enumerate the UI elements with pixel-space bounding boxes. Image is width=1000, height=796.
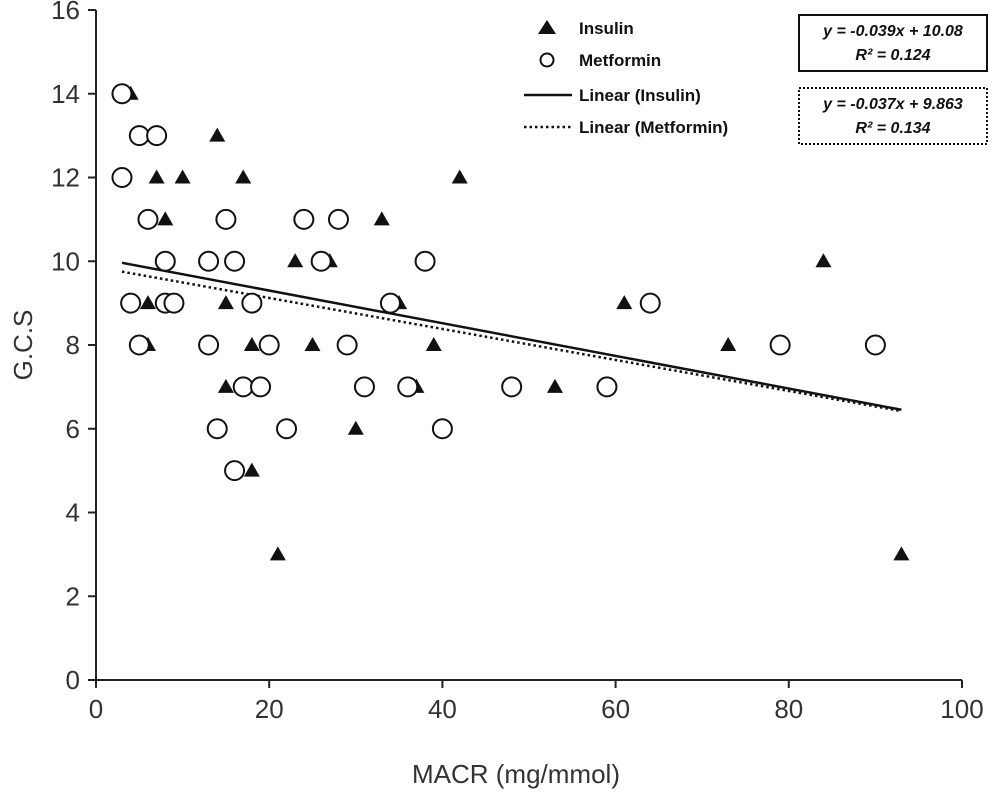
insulin-point [139, 295, 156, 310]
x-axis-title: MACR (mg/mmol) [412, 759, 620, 789]
metformin-equation: y = -0.037x + 9.863 [822, 96, 963, 113]
y-tick-label: 0 [66, 665, 80, 695]
y-axis-title: G.C.S [8, 310, 38, 381]
legend-linear-metformin-label: Linear (Metformin) [579, 118, 728, 137]
legend-metformin-label: Metformin [579, 51, 661, 70]
insulin-point [217, 378, 234, 393]
insulin-point [893, 546, 910, 561]
metformin-point [258, 334, 280, 356]
legend-insulin-label: Insulin [579, 19, 634, 38]
metformin-point [414, 250, 436, 272]
insulin-point [616, 295, 633, 310]
metformin-point [250, 376, 272, 398]
y-tick-label: 8 [66, 330, 80, 360]
metformin-point [111, 83, 133, 105]
metformin-point [163, 292, 185, 314]
insulin-point [269, 546, 286, 561]
metformin-point [206, 418, 228, 440]
metformin-point [310, 250, 332, 272]
insulin-point [546, 378, 563, 393]
metformin-point [120, 292, 142, 314]
y-tick-label: 4 [66, 498, 80, 528]
insulin-point [373, 211, 390, 226]
insulin-point [235, 169, 252, 184]
metformin-point [596, 376, 618, 398]
insulin-point [347, 420, 364, 435]
y-tick-label: 14 [51, 79, 80, 109]
insulin-point [174, 169, 191, 184]
insulin-point [243, 462, 260, 477]
metformin-point [224, 460, 246, 482]
y-tick-label: 12 [51, 163, 80, 193]
insulin-point [157, 211, 174, 226]
x-tick-label: 40 [428, 694, 457, 724]
insulin-r2: R² = 0.124 [855, 47, 930, 64]
insulin-point [217, 295, 234, 310]
insulin-point [243, 337, 260, 351]
insulin-point [287, 253, 304, 268]
y-tick-label: 16 [51, 0, 80, 25]
insulin-point [425, 337, 442, 351]
legend-linear-insulin-label: Linear (Insulin) [579, 86, 701, 105]
metformin-point [397, 376, 419, 398]
insulin-point [720, 337, 737, 351]
legend-metformin-marker [539, 52, 555, 68]
metformin-point [154, 250, 176, 272]
trendline-insulin [121, 261, 902, 412]
legend-insulin-marker [538, 20, 556, 34]
x-tick-label: 0 [89, 694, 103, 724]
metformin-point [336, 334, 358, 356]
x-tick-label: 100 [940, 694, 983, 724]
insulin-equation-box [798, 14, 988, 72]
metformin-point [431, 418, 453, 440]
metformin-point [128, 334, 150, 356]
x-tick-label: 80 [774, 694, 803, 724]
insulin-point [815, 253, 832, 268]
metformin-point [327, 208, 349, 230]
metformin-point [864, 334, 886, 356]
metformin-point [128, 125, 150, 147]
y-tick-label: 10 [51, 246, 80, 276]
equation-boxes: y = -0.039x + 10.08 R² = 0.124 y = -0.03… [798, 14, 988, 145]
x-tick-label: 20 [255, 694, 284, 724]
y-tick-label: 2 [66, 581, 80, 611]
metformin-point [639, 292, 661, 314]
y-tick-label: 6 [66, 414, 80, 444]
metformin-point [501, 376, 523, 398]
metformin-point [232, 376, 254, 398]
legend: Insulin Metformin Linear (Insulin) Linea… [524, 19, 728, 137]
metformin-point [198, 334, 220, 356]
x-tick-label: 60 [601, 694, 630, 724]
metformin-point [353, 376, 375, 398]
metformin-r2: R² = 0.134 [855, 120, 930, 137]
insulin-point [451, 169, 468, 184]
metformin-point [224, 250, 246, 272]
metformin-point [111, 167, 133, 188]
metformin-point [379, 292, 401, 314]
metformin-point [146, 125, 168, 147]
trendlines [121, 261, 902, 413]
metformin-point [241, 292, 263, 314]
ticks: 0 20 40 60 80 100 0 2 4 6 8 10 12 14 16 [51, 0, 984, 724]
insulin-point [148, 169, 165, 184]
insulin-point [209, 127, 226, 142]
data-points [111, 83, 910, 561]
insulin-equation: y = -0.039x + 10.08 [822, 23, 963, 40]
metformin-point [769, 334, 791, 356]
metformin-equation-box [798, 87, 988, 145]
metformin-point [215, 208, 237, 230]
insulin-point [304, 337, 321, 351]
metformin-point [198, 250, 220, 272]
metformin-point [137, 208, 159, 230]
metformin-point [293, 208, 315, 230]
metformin-point [276, 418, 298, 440]
